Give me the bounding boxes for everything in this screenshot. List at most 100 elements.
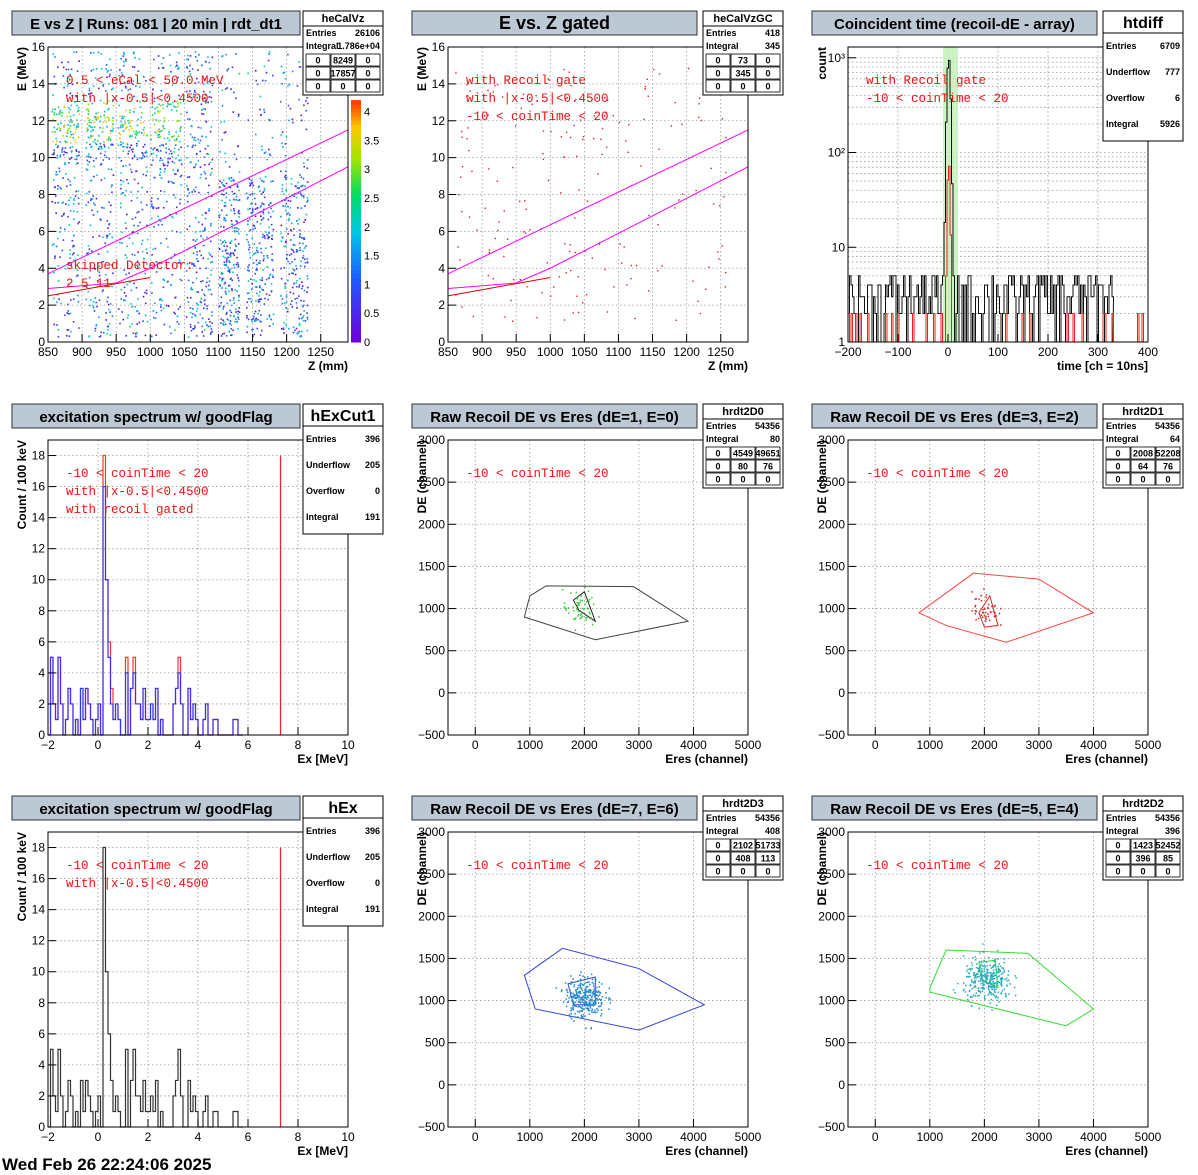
scatter-point: [570, 992, 573, 994]
hist2d-cell: [66, 135, 68, 137]
hist2d-cell: [297, 207, 299, 209]
title-background: [411, 795, 698, 821]
hist2d-point: [698, 97, 701, 99]
hist2d-cell: [146, 204, 148, 206]
scatter-point: [591, 981, 594, 984]
hist2d-cell: [247, 72, 249, 75]
hist2d-cell: [191, 68, 194, 70]
hist2d-cell: [51, 110, 54, 113]
hist2d-cell: [188, 176, 191, 178]
colorbar-step: [351, 104, 361, 109]
hist2d-point: [565, 131, 568, 134]
hist2d-point: [560, 192, 562, 194]
colorbar-step: [351, 337, 361, 343]
y-tick-label: 2: [38, 298, 45, 312]
stats-grid-value: 0: [715, 69, 720, 79]
scatter-point: [996, 971, 998, 973]
scatter-point: [999, 978, 1002, 981]
stats-grid-cell: [1155, 838, 1181, 852]
hist2d-cell: [109, 73, 111, 76]
hist2d-cell: [196, 307, 199, 310]
scatter-point: [982, 982, 984, 985]
hist2d-cell: [157, 134, 159, 136]
scatter-point: [994, 991, 996, 994]
hist2d-cell: [253, 279, 256, 281]
hist2d-cell: [77, 222, 79, 225]
hist2d-point: [514, 125, 517, 127]
colorbar-label: 1.5: [364, 251, 379, 263]
hist2d-cell: [281, 298, 284, 300]
scatter-point: [990, 967, 993, 969]
hist2d-cell: [267, 298, 269, 301]
hist2d-cell: [132, 51, 135, 54]
hist2d-cell: [224, 202, 226, 204]
y-tick-label: −500: [418, 728, 445, 742]
hist2d-cell: [100, 67, 103, 70]
hist2d-cell: [170, 215, 173, 218]
hist2d-cell: [191, 328, 194, 330]
hist2d-cell: [158, 128, 161, 131]
hist2d-cell: [120, 160, 123, 162]
hist2d-cell: [93, 175, 95, 178]
hist2d-cell: [223, 264, 226, 266]
hist2d-cell: [256, 263, 258, 266]
hist2d-cell: [272, 313, 275, 316]
hist2d-cell: [296, 250, 299, 252]
annotation-text: with recoil gated: [66, 503, 194, 517]
scatter-point: [1004, 994, 1007, 997]
hist2d-cell: [53, 126, 56, 129]
hist2d-cell: [284, 77, 287, 80]
scatter-point: [584, 991, 586, 994]
x-tick-label: 0: [472, 738, 479, 752]
scatter-point: [980, 614, 983, 616]
hist2d-cell: [170, 109, 173, 111]
hist2d-point: [724, 271, 727, 274]
hist2d-cell: [89, 96, 91, 99]
hist2d-cell: [300, 260, 302, 262]
hist2d-cell: [306, 97, 308, 99]
hist2d-cell: [263, 258, 265, 260]
hist2d-cell: [222, 319, 224, 322]
hist2d-cell: [108, 118, 110, 121]
hist2d-cell: [225, 313, 228, 315]
hist2d-cell: [109, 131, 112, 134]
hist2d-point: [613, 286, 615, 288]
stats-key: Underflow: [306, 460, 351, 470]
hist2d-cell: [126, 283, 128, 286]
hist2d-cell: [77, 109, 80, 112]
hist2d-cell: [186, 195, 189, 197]
x-tick-label: 0: [95, 1130, 102, 1144]
hist2d-cell: [199, 139, 202, 142]
colorbar-step: [351, 124, 361, 129]
hist2d-cell: [102, 127, 104, 129]
hist2d-cell: [70, 118, 72, 121]
hist2d-cell: [254, 133, 257, 136]
y-tick-label: 10²: [828, 146, 845, 160]
hist2d-cell: [128, 237, 131, 239]
scatter-point: [576, 994, 578, 997]
hist2d-cell: [71, 145, 74, 148]
scatter-point: [589, 984, 591, 986]
hist2d-cell: [169, 64, 172, 67]
hist2d-cell: [283, 322, 286, 324]
scatter-point: [586, 985, 589, 988]
stats-grid-cell: [1130, 459, 1156, 473]
stats-grid-cell: [1155, 851, 1181, 865]
stats-value: 396: [1165, 826, 1180, 836]
hist2d-cell: [251, 181, 254, 184]
hist2d-cell: [190, 329, 193, 332]
hist2d-cell: [191, 146, 194, 148]
hist2d-cell: [280, 134, 283, 136]
x-tick-label: 6: [245, 1130, 252, 1144]
hist2d-cell: [228, 177, 230, 179]
hist2d-cell: [152, 159, 154, 161]
hist2d-cell: [256, 207, 258, 210]
hist2d-cell: [237, 243, 240, 245]
hist2d-cell: [237, 266, 240, 268]
hist2d-cell: [131, 231, 134, 234]
hist2d-cell: [73, 199, 75, 202]
scatter-point: [952, 989, 955, 991]
hist2d-cell: [260, 288, 263, 291]
scatter-point: [987, 971, 989, 974]
